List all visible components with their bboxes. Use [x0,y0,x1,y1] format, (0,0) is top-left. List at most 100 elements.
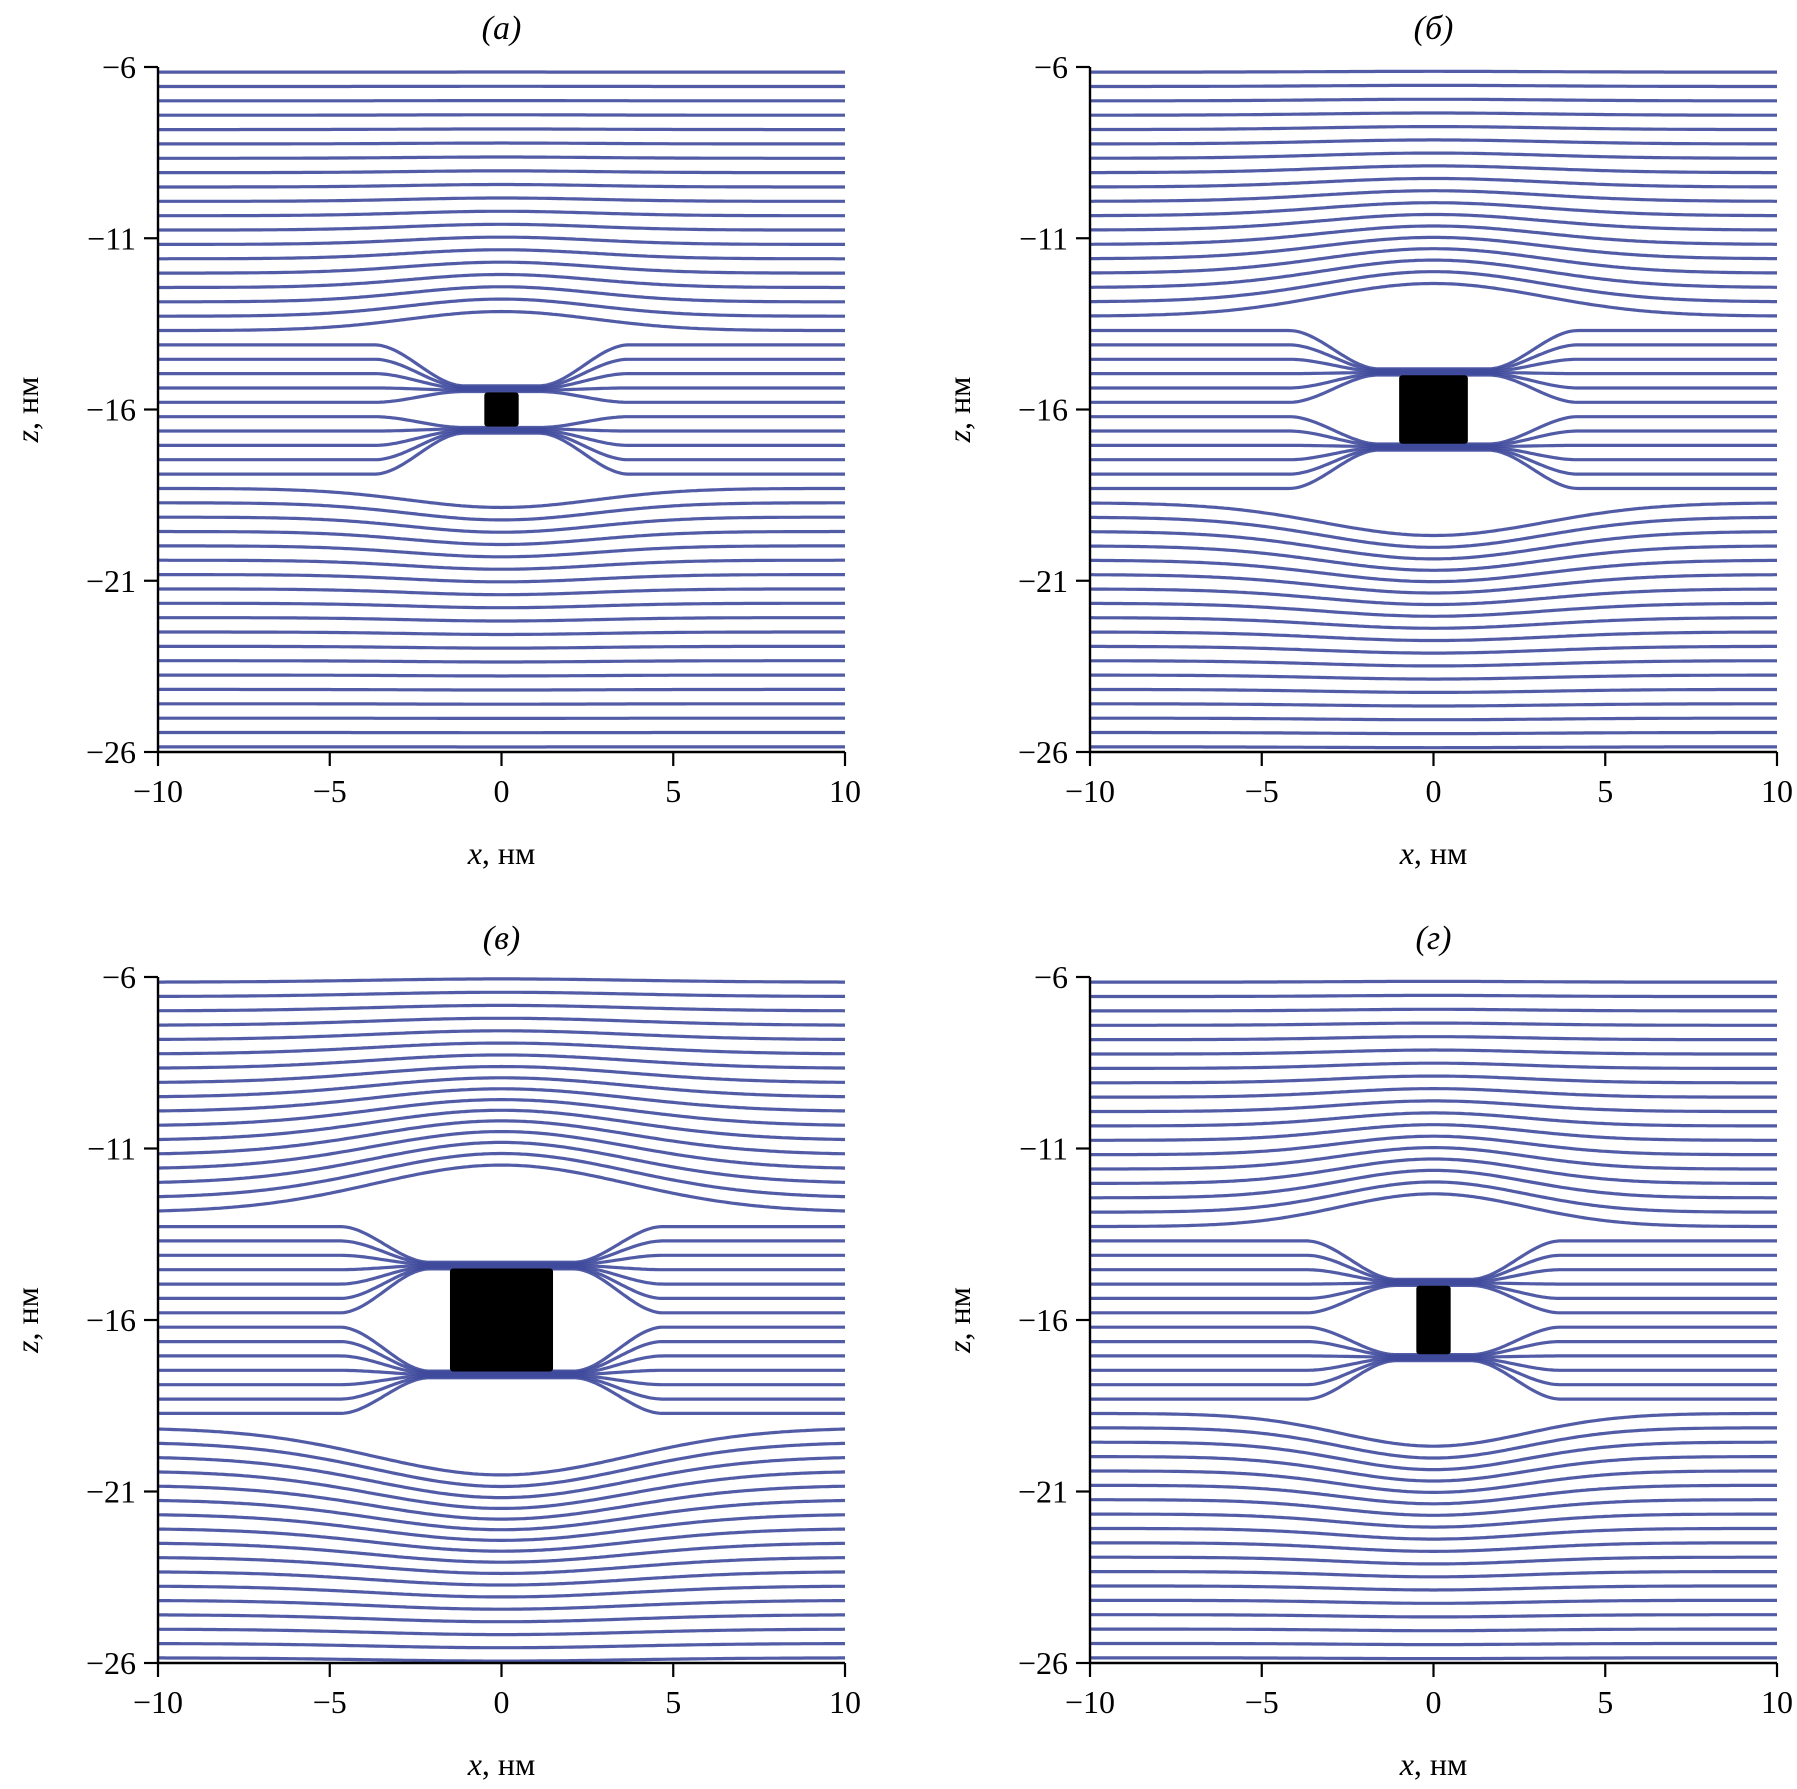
field-line [1090,1157,1777,1186]
y-axis-label: z, нм [941,377,977,444]
field-line [158,501,845,522]
field-line [1090,687,1777,695]
field-line [1090,573,1777,595]
x-axis-var: x [1399,1746,1414,1782]
x-tick-label: −10 [1065,773,1115,809]
field-line [1090,1111,1777,1128]
field-line [1090,176,1777,189]
y-tick-label: −16 [86,392,136,428]
x-axis-var: x [1399,835,1414,871]
field-line [1090,616,1777,630]
x-tick-label: 10 [829,1684,861,1720]
field-line [158,1097,845,1127]
field-line [158,587,845,597]
field-line [1090,1074,1777,1085]
field-line [157,1427,846,1477]
field-line [1090,1180,1777,1214]
field-lines [158,70,845,749]
field-line [1090,979,1777,984]
field-line [158,343,845,388]
field-line [158,127,845,132]
field-line [1090,1239,1777,1281]
field-line [1090,124,1777,132]
field-line [1090,328,1777,371]
field-line [158,389,845,404]
field-line [158,1376,845,1416]
field-line [1090,1641,1777,1647]
y-tick-label: −26 [86,734,136,770]
y-axis-unit: , нм [941,1287,977,1340]
field-line [158,616,845,623]
field-line [1090,1192,1777,1229]
field-line [1090,659,1777,668]
field-line [158,630,845,637]
field-line [158,1527,845,1553]
field-line [1090,1454,1777,1483]
y-tick-label: −6 [1034,959,1068,995]
field-line [1090,1357,1777,1387]
field-line [158,1498,845,1532]
y-axis-var: z [941,1340,977,1354]
field-line [157,1003,846,1013]
field-line [158,309,845,333]
field-line [1089,1541,1778,1554]
x-axis-unit: , нм [1414,1746,1467,1782]
field-line [1090,151,1777,160]
field-line [158,1375,845,1401]
panel-label: (г) [1416,920,1452,957]
field-line [1090,1253,1777,1283]
field-line [1090,1598,1777,1605]
y-tick-label: −21 [86,563,136,599]
field-line [158,544,845,559]
field-line [1090,1048,1777,1056]
field-line [158,601,845,610]
field-line [1090,258,1777,289]
y-axis-unit: , нм [9,1287,45,1340]
field-line [157,1456,846,1500]
field-line [157,1163,846,1213]
y-tick-label: −16 [1018,392,1068,428]
field-line [158,431,845,476]
field-line [157,1076,846,1099]
x-axis-unit: , нм [482,835,535,871]
field-line [1090,189,1777,203]
x-axis-unit: , нм [482,1746,535,1782]
field-line [1090,97,1777,103]
inclusion-block [449,1268,554,1372]
field-line [158,1584,845,1599]
field-line [157,1053,846,1070]
field-line [157,1140,846,1184]
field-line [158,1656,845,1663]
field-line [157,1556,846,1576]
y-axis-var: z [941,429,977,443]
field-line [158,687,845,692]
field-line [157,1129,846,1170]
field-line [158,222,845,232]
field-line [1090,224,1777,246]
field-line [1090,1283,1777,1315]
inclusion-block [1416,1285,1451,1355]
field-line [1090,448,1777,491]
x-tick-label: 10 [1761,773,1793,809]
x-tick-label: 0 [494,1684,510,1720]
field-line [1090,501,1777,538]
x-tick-label: 5 [665,1684,681,1720]
field-line [1090,1656,1777,1661]
field-line [1090,1469,1777,1495]
field-line [157,1484,846,1521]
field-line [158,141,845,146]
field-line [1090,235,1777,261]
field-line [1090,673,1777,681]
x-tick-label: −5 [1245,773,1279,809]
x-tick-label: 5 [1597,773,1613,809]
x-axis-label: x, нм [467,835,536,871]
field-line [158,529,845,547]
y-tick-label: −26 [86,1645,136,1681]
field-line [1090,1569,1777,1579]
field-line [1090,1498,1777,1517]
field-line [158,558,845,571]
field-line [158,644,845,650]
x-tick-label: 5 [1597,1684,1613,1720]
field-line [1090,373,1777,404]
field-line [158,235,845,246]
